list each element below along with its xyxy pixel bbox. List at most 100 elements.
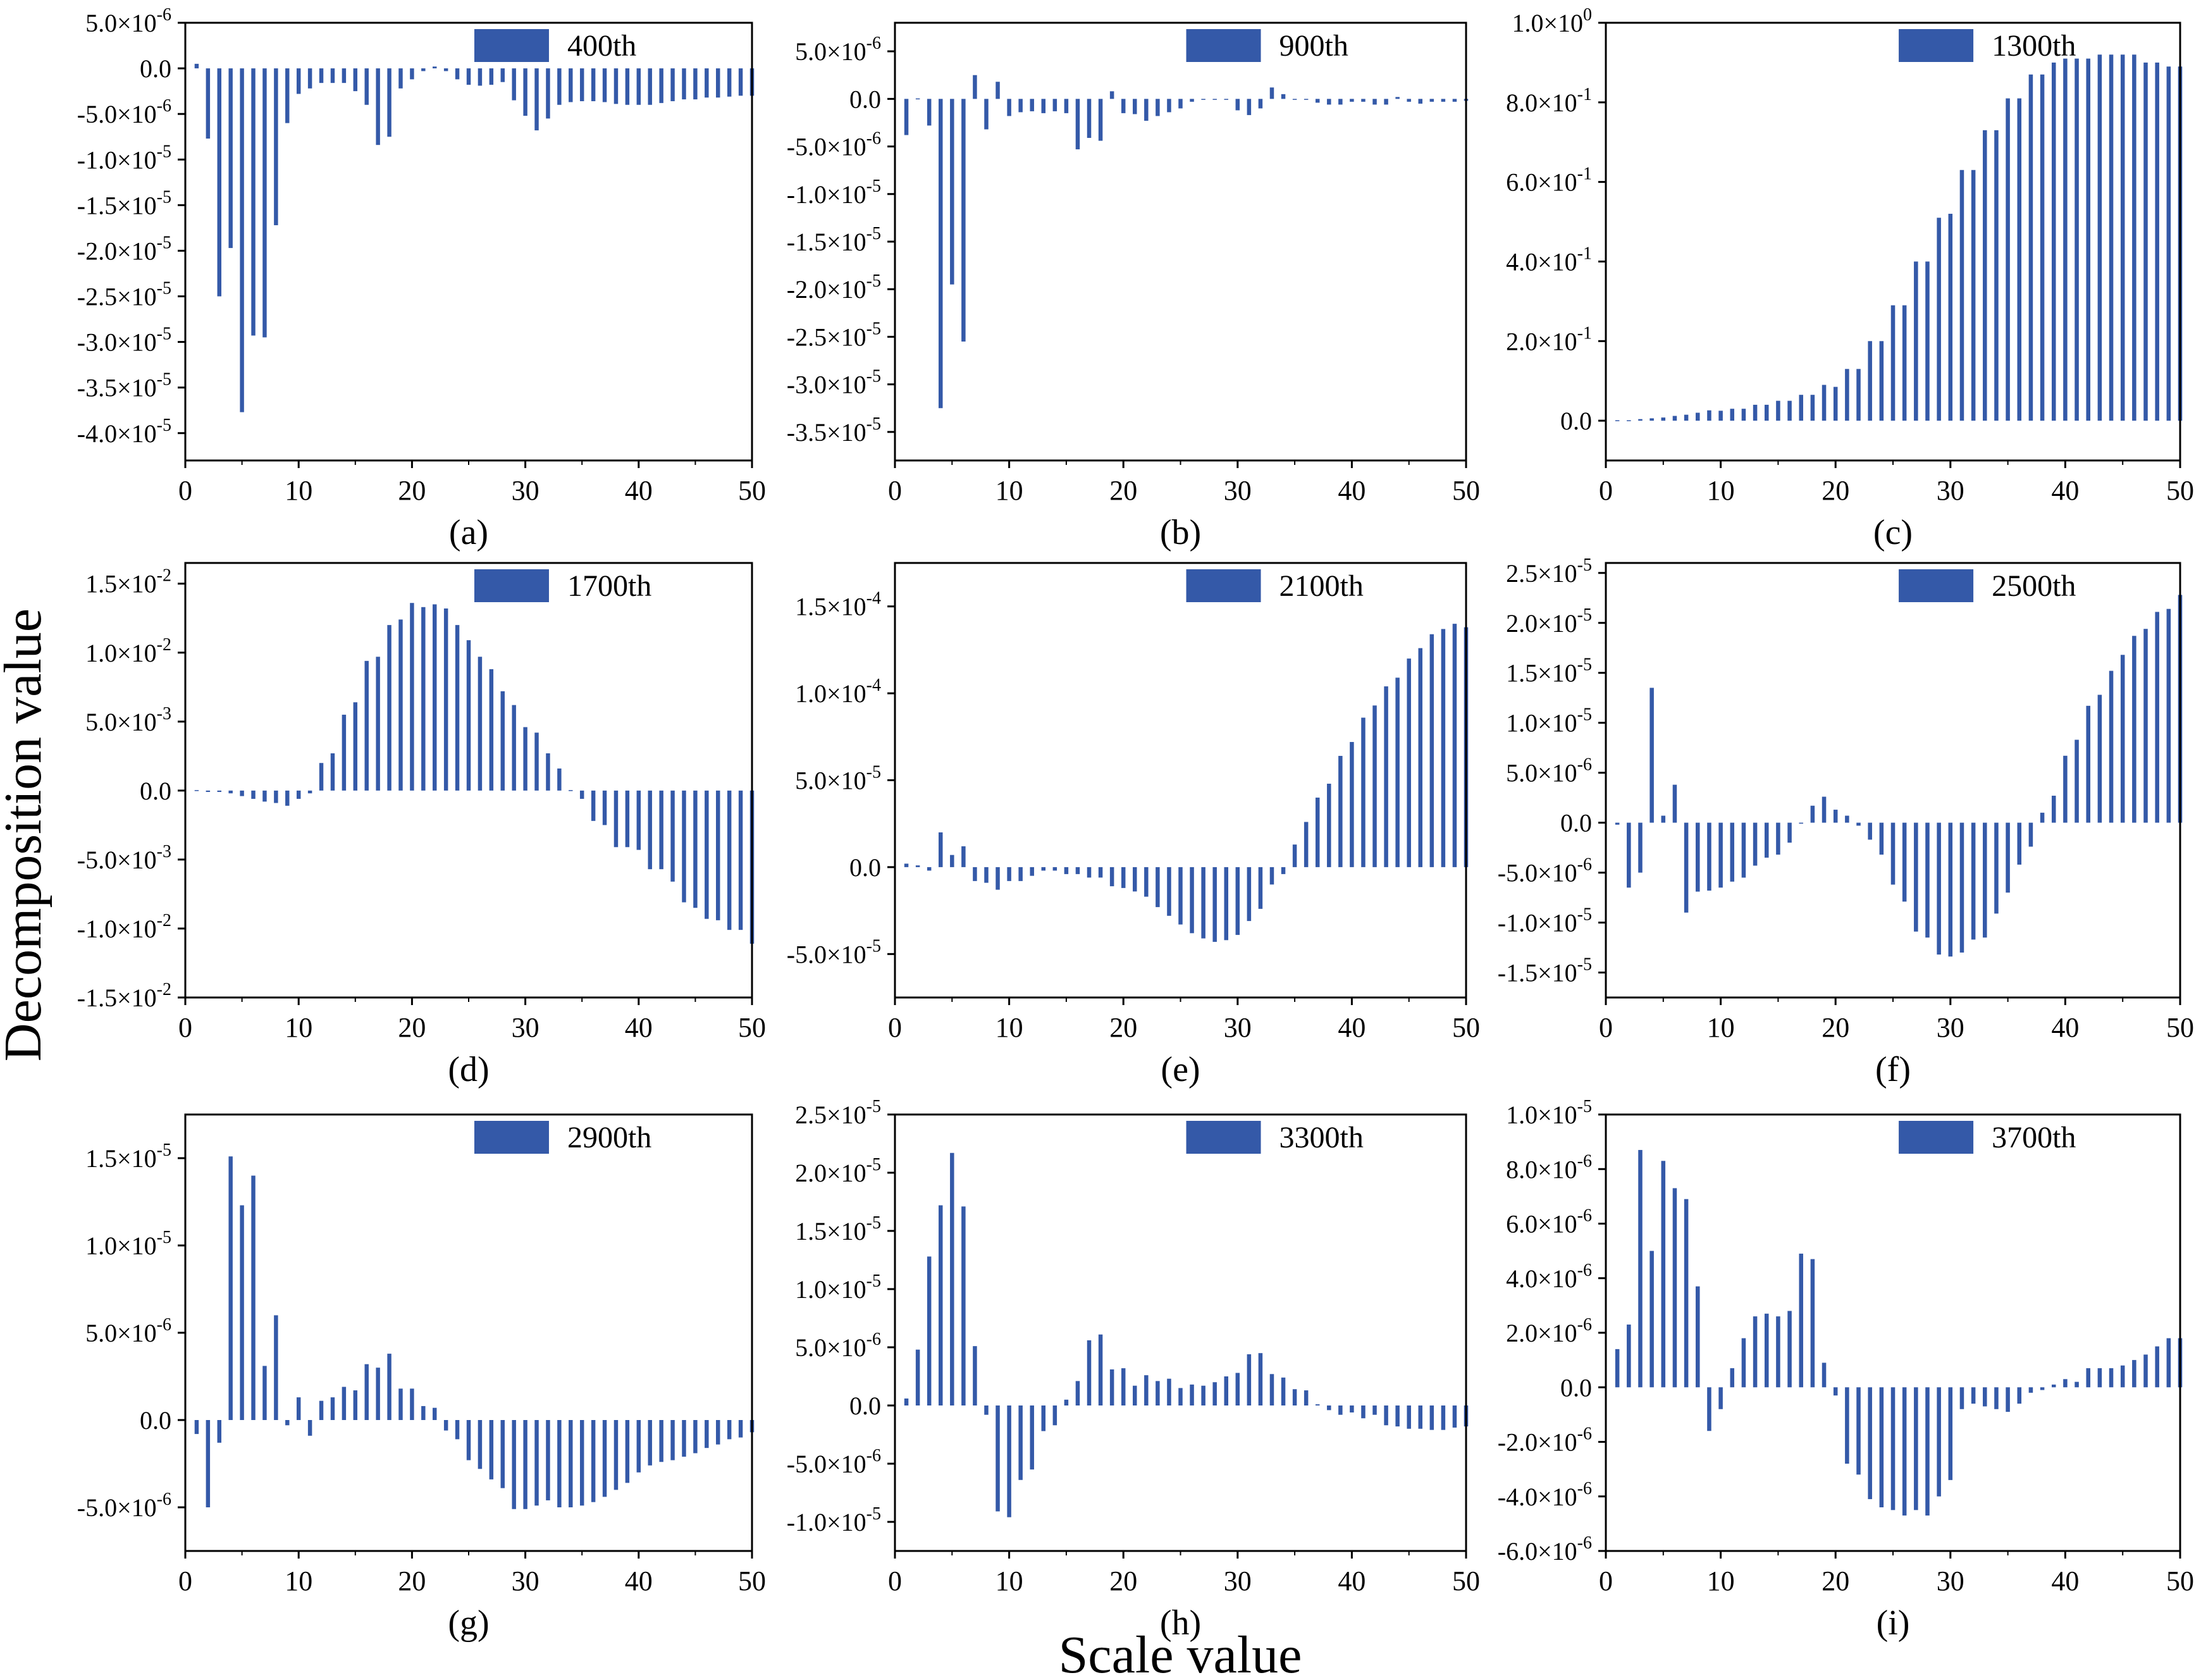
y-tick-label: 5.0×10-6 <box>1506 755 1592 788</box>
bar <box>296 1397 301 1420</box>
bar <box>500 68 505 82</box>
bar <box>2143 1354 2148 1388</box>
bar <box>1890 822 1896 885</box>
legend-swatch <box>1899 569 1974 602</box>
y-tick-label: -5.0×10-6 <box>77 96 171 128</box>
bar <box>1672 784 1677 823</box>
bar <box>1627 1325 1631 1388</box>
y-tick-label: 2.0×10-1 <box>1506 323 1592 355</box>
bar <box>2155 62 2159 421</box>
axes-frame <box>894 562 1467 999</box>
y-tick-label: 5.0×10-6 <box>85 5 171 37</box>
bar <box>1327 99 1331 105</box>
bar <box>1890 305 1896 421</box>
bar <box>217 68 221 297</box>
bar <box>466 1420 471 1461</box>
bar <box>2075 58 2079 421</box>
bar <box>546 1420 550 1500</box>
bar <box>1052 1405 1057 1426</box>
bar <box>398 619 403 791</box>
bar <box>1925 822 1930 938</box>
bar <box>1627 822 1631 888</box>
bar <box>1315 1404 1320 1405</box>
bar <box>455 68 460 80</box>
y-tick-label: -4.0×10-6 <box>1498 1479 1592 1511</box>
y-tick-label: -1.0×10-2 <box>77 911 171 943</box>
x-tick-label: 0 <box>178 1012 192 1043</box>
bar <box>489 68 494 85</box>
bar <box>2109 54 2114 421</box>
y-tick-label: 8.0×10-1 <box>1506 85 1592 117</box>
bar <box>1845 369 1849 421</box>
bar <box>1315 99 1320 103</box>
bar <box>927 867 932 871</box>
legend-label: 2100th <box>1279 569 1364 603</box>
y-tick-label: 1.0×100 <box>1512 5 1592 37</box>
legend-swatch <box>474 1121 549 1154</box>
bar <box>534 732 539 791</box>
x-tick-label: 10 <box>285 1566 312 1597</box>
bar <box>1384 99 1388 105</box>
bar <box>251 68 256 336</box>
bar <box>961 99 966 342</box>
bar <box>1190 867 1194 934</box>
bar <box>1075 867 1080 874</box>
bar <box>1372 705 1377 867</box>
bar <box>433 66 437 69</box>
bar <box>1902 1387 1907 1516</box>
bar <box>738 790 743 930</box>
bar <box>534 1420 539 1506</box>
bar <box>1429 1405 1434 1430</box>
y-tick-label: -2.5×10-5 <box>787 319 881 351</box>
chart-panel-f: 0 10 20 30 40 50 2.5×10-5 2.0×10-5 1.5×10-5 1.0×1… <box>1498 555 2194 1089</box>
y-tick-label: -3.5×10-5 <box>787 414 881 447</box>
bar <box>1833 810 1838 823</box>
bar <box>1052 99 1057 111</box>
bar <box>1707 822 1711 891</box>
bar <box>2143 629 2148 823</box>
bar <box>682 68 686 100</box>
bar <box>1441 1405 1446 1430</box>
bar <box>1730 409 1735 421</box>
bar <box>1994 1387 1999 1409</box>
bar <box>1144 99 1149 121</box>
bar <box>938 99 943 409</box>
bar <box>557 768 562 791</box>
bar <box>478 68 483 86</box>
x-tick-label: 40 <box>625 1566 653 1597</box>
panel-label: (g) <box>448 1603 489 1643</box>
bar <box>398 68 403 89</box>
bar <box>512 705 516 791</box>
bar <box>648 790 652 870</box>
bar <box>1109 867 1114 887</box>
bar <box>1914 1387 1918 1510</box>
x-tick-label: 0 <box>888 1566 902 1597</box>
bar <box>1315 797 1320 867</box>
x-tick-label: 20 <box>398 1012 426 1043</box>
y-tick-label: 0.0 <box>849 853 881 882</box>
chart-panel-a: 0 10 20 30 40 50 5.0×10-6 0.0 -5.0×10-6 -1.0×10-5… <box>77 5 766 552</box>
bar <box>1452 624 1457 867</box>
x-tick-label: 10 <box>996 1012 1023 1043</box>
bar <box>512 68 516 101</box>
bar <box>285 1420 290 1426</box>
bar <box>2040 74 2045 421</box>
bar <box>973 867 977 881</box>
bar <box>1696 1286 1700 1388</box>
bar <box>1030 867 1034 876</box>
bar <box>2166 66 2171 421</box>
bar <box>443 1420 448 1431</box>
bar <box>1429 99 1434 102</box>
bar <box>319 1400 324 1420</box>
axes-frame <box>184 1113 753 1552</box>
axes-frame <box>1605 562 2181 999</box>
bar <box>1133 867 1137 892</box>
bar <box>262 1366 267 1420</box>
bar <box>512 1420 516 1509</box>
bar <box>613 68 619 104</box>
bar <box>1338 99 1343 105</box>
bar <box>228 790 233 794</box>
bar <box>961 1206 966 1405</box>
x-tick-label: 40 <box>1338 475 1366 506</box>
